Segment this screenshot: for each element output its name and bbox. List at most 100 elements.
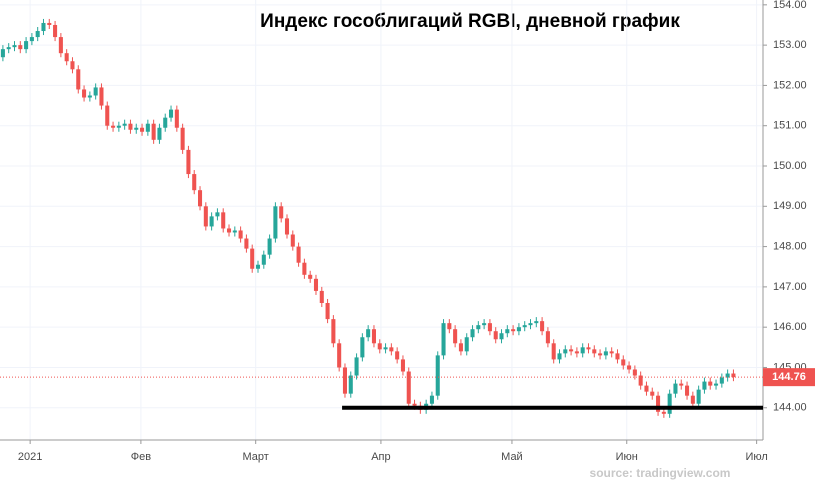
x-tick-label: Май xyxy=(501,451,523,463)
x-tick-label: Апр xyxy=(371,451,390,463)
candle-body xyxy=(261,254,266,265)
candle-body xyxy=(197,190,203,207)
candle-body xyxy=(302,262,307,275)
x-tick-label: 2021 xyxy=(18,451,42,463)
candle-body xyxy=(24,41,29,50)
candle-body xyxy=(209,216,214,227)
candle-body xyxy=(429,395,434,404)
candle-body xyxy=(313,278,319,291)
last-price-label: 144.76 xyxy=(772,371,806,383)
candle-body xyxy=(157,127,162,140)
candle-body xyxy=(400,359,405,372)
candle-body xyxy=(482,323,487,326)
candle-body xyxy=(325,303,330,320)
y-tick-label: 150.00 xyxy=(773,160,807,172)
y-tick-label: 152.00 xyxy=(773,79,807,91)
last-price-box xyxy=(763,368,815,387)
candle-body xyxy=(395,351,400,360)
candle-body xyxy=(644,385,649,392)
candle-body xyxy=(140,127,145,132)
candle-body xyxy=(296,246,301,263)
y-tick-label: 151.00 xyxy=(773,120,807,132)
candle-body xyxy=(661,411,666,414)
candle-body xyxy=(493,331,498,340)
candle-body xyxy=(35,31,40,38)
x-tick-label: Июл xyxy=(745,451,767,463)
candle-body xyxy=(151,123,156,140)
candle-body xyxy=(93,87,98,96)
candle-body xyxy=(111,125,116,128)
candle-body xyxy=(348,375,353,394)
candle-body xyxy=(232,230,237,233)
candle-body xyxy=(215,212,220,217)
candle-body xyxy=(284,218,290,235)
candle-body xyxy=(290,234,295,247)
candle-body xyxy=(337,343,342,368)
candle-body xyxy=(435,355,440,396)
y-tick-label: 146.00 xyxy=(773,321,807,333)
candle-body xyxy=(145,123,150,132)
y-tick-label: 144.00 xyxy=(773,402,807,414)
candle-body xyxy=(122,123,127,126)
chart-title: Индекс гособлигаций RGBI, дневной график xyxy=(260,11,680,32)
candle-body xyxy=(586,347,591,350)
candle-body xyxy=(632,369,637,376)
candle-body xyxy=(366,329,371,338)
candle-body xyxy=(238,230,243,239)
candle-body xyxy=(134,127,139,130)
candle-body xyxy=(598,353,603,356)
candle-body xyxy=(360,337,365,358)
candle-body xyxy=(53,24,58,38)
candle-body xyxy=(76,69,81,90)
source: source: tradingview.com xyxy=(590,466,731,480)
candle-body xyxy=(534,321,539,324)
candle-body xyxy=(273,206,278,239)
candle-body xyxy=(505,329,510,334)
x-tick-label: Фев xyxy=(131,451,151,463)
candle-body xyxy=(673,383,678,394)
candle-body xyxy=(557,353,562,360)
candle-body xyxy=(244,238,249,249)
candle-body xyxy=(186,149,191,175)
candle-body xyxy=(116,125,121,128)
candle-body xyxy=(18,45,23,50)
candle-body xyxy=(627,365,632,370)
candle-body xyxy=(638,375,643,386)
candle-body xyxy=(47,22,52,25)
candle-body xyxy=(511,329,516,332)
candle-body xyxy=(99,87,104,106)
candle-body xyxy=(470,329,475,338)
candle-body xyxy=(656,395,661,412)
candle-body xyxy=(685,385,690,396)
candle-body xyxy=(528,323,533,326)
y-tick-label: 148.00 xyxy=(773,240,807,252)
candle-body xyxy=(464,337,469,352)
candle-body xyxy=(354,357,359,376)
candle-body xyxy=(64,53,69,62)
candle-body xyxy=(331,319,336,344)
candle-body xyxy=(174,109,179,128)
candle-body xyxy=(169,109,174,118)
candle-body xyxy=(725,373,730,378)
candle-body xyxy=(453,329,458,344)
candle-body xyxy=(487,323,492,332)
candle-body xyxy=(476,325,481,330)
candle-body xyxy=(70,61,75,70)
candle-body xyxy=(12,45,17,48)
candle-body xyxy=(679,383,684,386)
candle-body xyxy=(708,381,713,386)
candle-body xyxy=(551,343,556,360)
y-tick-label: 154.00 xyxy=(773,0,807,11)
candle-body xyxy=(516,327,521,332)
candle-body xyxy=(342,367,348,394)
candle-body xyxy=(731,373,736,378)
candle-body xyxy=(41,22,46,32)
candle-body xyxy=(592,349,597,354)
x-tick-label: Март xyxy=(243,451,269,463)
y-tick-label: 149.00 xyxy=(773,200,807,212)
candle-body xyxy=(406,371,411,404)
candle-body xyxy=(319,290,324,304)
candle-body xyxy=(163,117,168,128)
candle-body xyxy=(714,383,719,386)
